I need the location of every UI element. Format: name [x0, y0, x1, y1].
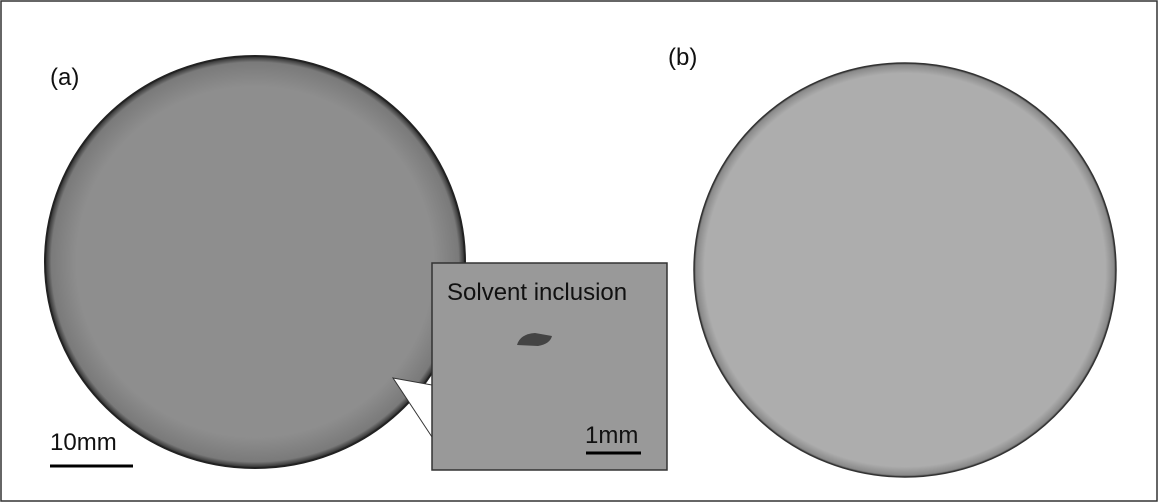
figure: (a) (b) Solvent inclusion 10mm 1mm [0, 0, 1158, 502]
panel-label: (a) [50, 64, 79, 91]
panel-label: (b) [668, 44, 697, 71]
scale-bar-label: 1mm [585, 422, 638, 449]
page: (a) (b) Solvent inclusion 10mm 1mm (() =… [0, 0, 1158, 502]
inset-label: Solvent inclusion [447, 279, 627, 306]
wafer-b [694, 63, 1116, 477]
scale-bar-label: 10mm [50, 429, 117, 456]
wafer-a [45, 56, 465, 468]
